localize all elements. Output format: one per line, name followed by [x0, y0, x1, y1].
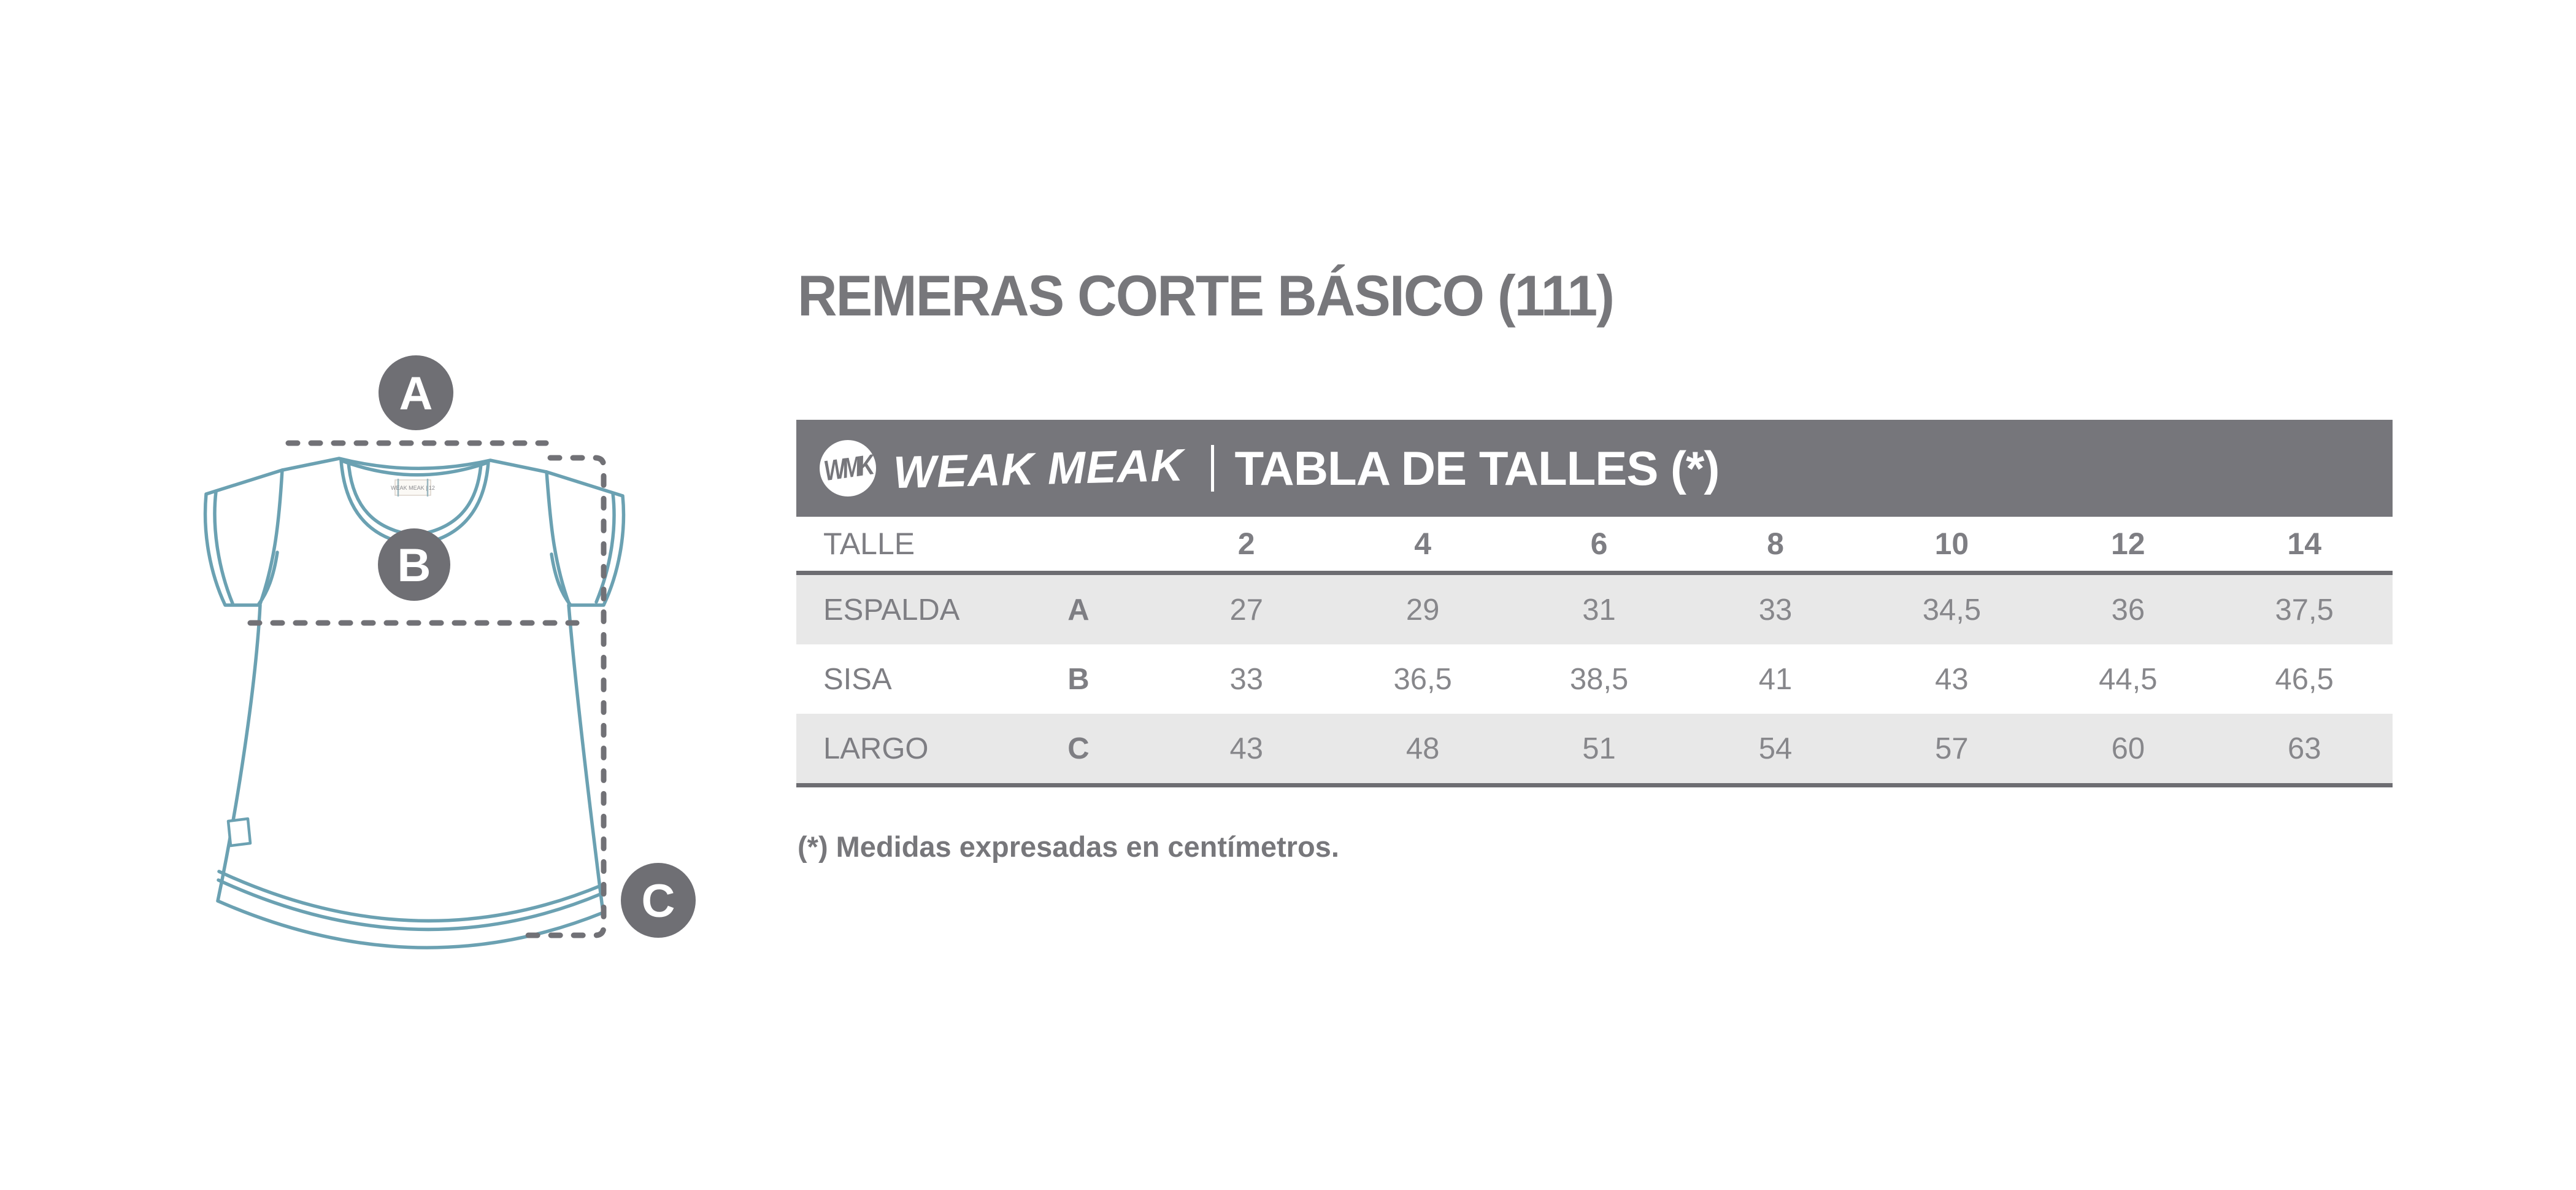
size-col-10: 10 [1934, 527, 1969, 561]
table-heading: TABLA DE TALLES (*) [1234, 441, 1720, 495]
brand-wordmark: WEAK MEAK [892, 439, 1185, 498]
row-letter: A [1067, 593, 1090, 627]
row-letter: B [1067, 662, 1090, 696]
size-col-8: 8 [1767, 527, 1784, 561]
row-label: SISA [823, 662, 892, 696]
row-letter: C [1067, 732, 1090, 765]
size-header-label: TALLE [823, 527, 915, 561]
table-bottom-rule [796, 783, 2393, 787]
marker-b-letter: B [398, 539, 431, 592]
cell-value: 44,5 [2099, 662, 2158, 696]
cell-value: 33 [1758, 593, 1793, 627]
neck-label-text: WEAK MEAK | 12 [391, 485, 435, 491]
page-title: REMERAS CORTE BÁSICO (111) [798, 263, 1615, 328]
side-seam-tag [226, 817, 252, 848]
table-row-largo: LARGO C 43 48 51 54 57 60 63 [796, 714, 2393, 783]
marker-c-letter: C [642, 875, 675, 927]
marker-c-circle [621, 863, 696, 938]
marker-b-circle [378, 528, 450, 601]
table-row-espalda: ESPALDA A 27 29 31 33 34,5 36 37,5 [796, 575, 2393, 644]
size-col-6: 6 [1590, 527, 1608, 561]
cell-value: 41 [1758, 662, 1793, 696]
header-rule [796, 571, 2393, 575]
length-c-dashed-line [523, 455, 607, 938]
size-col-2: 2 [1237, 527, 1255, 561]
measurement-markers: A B C [378, 355, 696, 938]
size-col-14: 14 [2287, 527, 2322, 561]
cell-value: 51 [1582, 732, 1616, 765]
size-col-12: 12 [2111, 527, 2145, 561]
cell-value: 54 [1758, 732, 1793, 765]
size-header-row: TALLE 2 4 6 8 10 12 14 [796, 517, 2393, 571]
cell-value: 27 [1229, 593, 1263, 627]
units-footnote: (*) Medidas expresadas en centímetros. [798, 830, 1339, 863]
table-row-sisa: SISA B 33 36,5 38,5 41 43 44,5 46,5 [796, 644, 2393, 714]
cell-value: 37,5 [2275, 593, 2334, 627]
marker-a-letter: A [399, 368, 433, 420]
brand-logo-icon: WMK [820, 440, 876, 496]
brand-header-bar: WMK WEAK MEAK TABLA DE TALLES (*) [796, 420, 2393, 517]
marker-a-circle [379, 355, 453, 430]
neck-label-tag: WEAK MEAK | 12 [391, 479, 435, 496]
cell-value: 29 [1405, 593, 1440, 627]
cell-value: 57 [1935, 732, 1969, 765]
cell-value: 33 [1229, 662, 1263, 696]
brand-monogram: WMK [821, 449, 874, 487]
cell-value: 34,5 [1922, 593, 1982, 627]
size-col-4: 4 [1414, 527, 1432, 561]
row-label: ESPALDA [823, 593, 960, 627]
cell-value: 31 [1582, 593, 1616, 627]
row-label: LARGO [823, 732, 929, 765]
cell-value: 60 [2111, 732, 2145, 765]
cell-value: 36 [2111, 593, 2145, 627]
measurement-dashed-lines [247, 440, 607, 938]
cell-value: 43 [1229, 732, 1263, 765]
cell-value: 38,5 [1569, 662, 1629, 696]
cell-value: 48 [1405, 732, 1440, 765]
cell-value: 63 [2287, 732, 2321, 765]
cell-value: 36,5 [1393, 662, 1452, 696]
size-table: WMK WEAK MEAK TABLA DE TALLES (*) TALLE … [796, 420, 2393, 787]
cell-value: 46,5 [2275, 662, 2334, 696]
bar-divider [1210, 445, 1214, 492]
cell-value: 43 [1935, 662, 1969, 696]
